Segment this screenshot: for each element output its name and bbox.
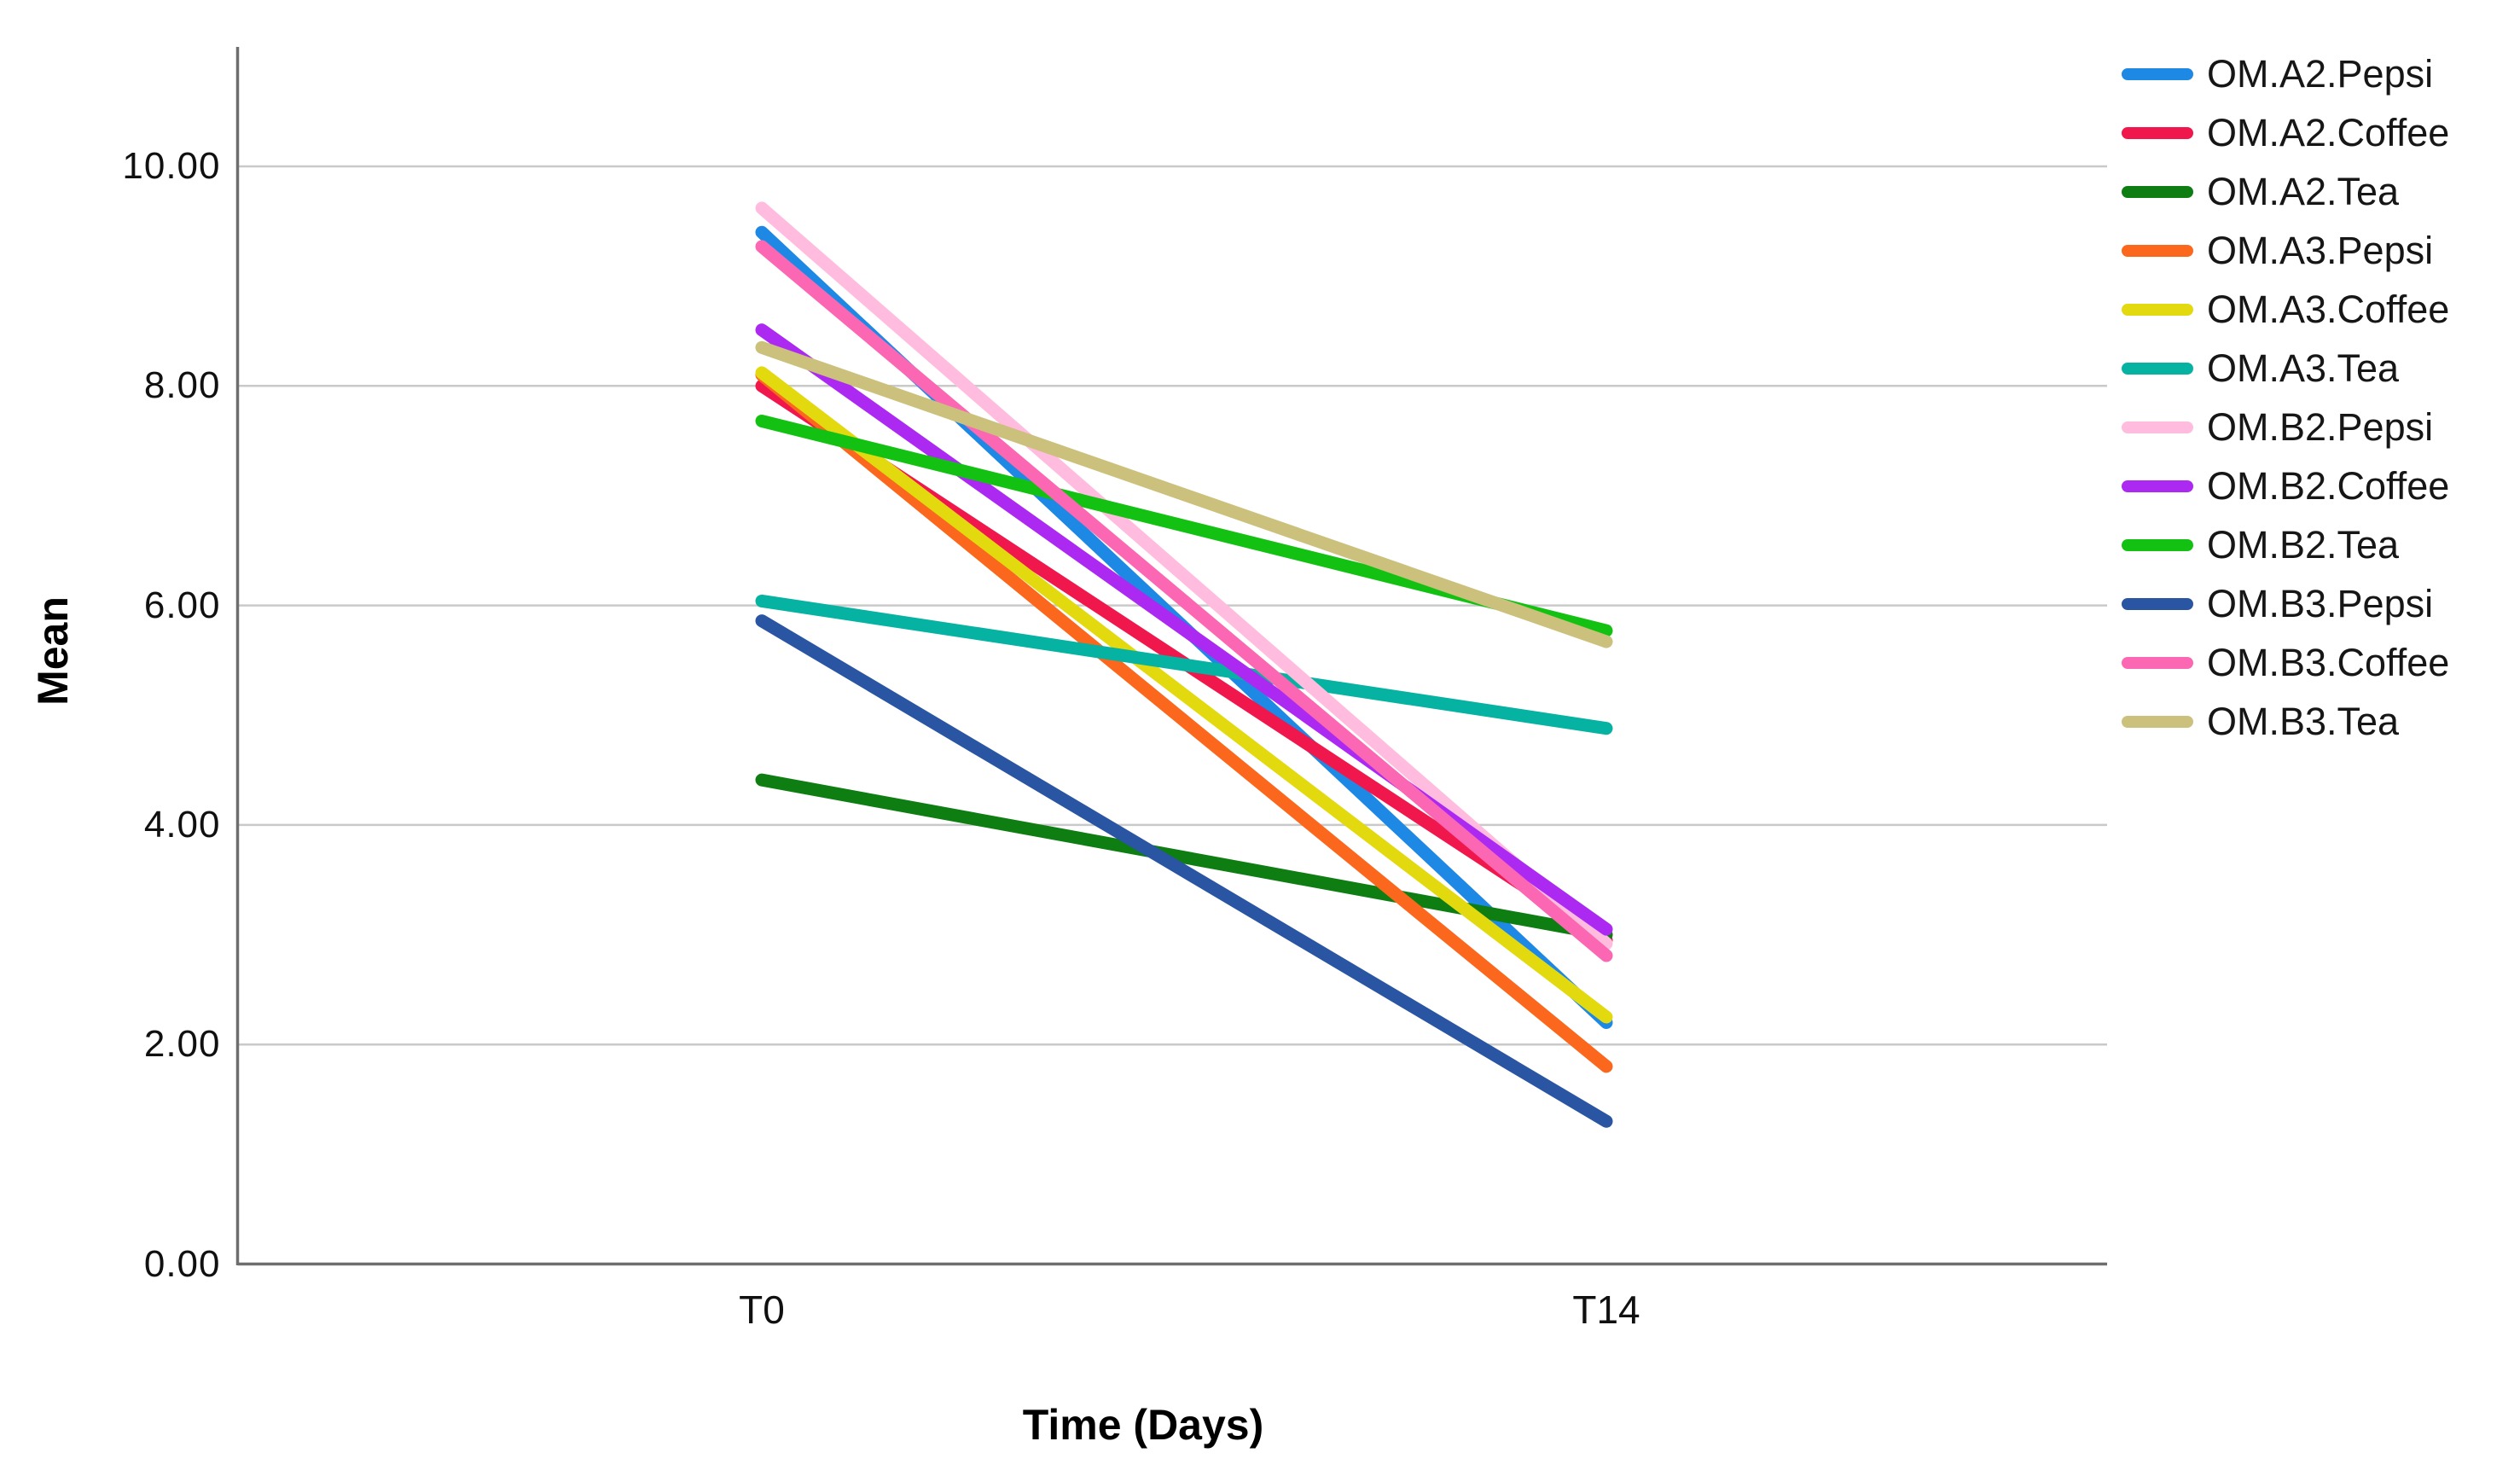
x-tick-label-T14: T14 (1572, 1287, 1640, 1332)
series-line-OM.A3.Tea (755, 594, 1613, 735)
legend-swatch-OM.B2.Coffee (2122, 479, 2193, 492)
series-line-OM.B2.Pepsi (755, 201, 1613, 950)
legend-label: OM.A3.Coffee (2207, 287, 2450, 331)
legend-swatch-OM.B3.Coffee (2122, 656, 2193, 669)
legend-label: OM.B3.Pepsi (2207, 581, 2434, 625)
legend-swatch-OM.A3.Tea (2122, 362, 2193, 375)
series-line-OM.A3.Coffee (755, 366, 1613, 1024)
legend-item-OM.B2.Pepsi: OM.B2.Pepsi (2122, 398, 2449, 456)
legend-item-OM.B2.Tea: OM.B2.Tea (2122, 515, 2449, 574)
legend-label: OM.B3.Coffee (2207, 640, 2450, 684)
y-tick-label-6.00: 6.00 (143, 584, 221, 626)
legend-swatch-OM.A2.Tea (2122, 185, 2193, 198)
series-line-OM.B2.Coffee (755, 323, 1613, 936)
y-tick-label-10.00: 10.00 (122, 145, 221, 187)
y-tick-label-2.00: 2.00 (143, 1023, 221, 1066)
legend-label: OM.A3.Tea (2207, 346, 2400, 390)
legend-label: OM.A2.Pepsi (2207, 51, 2434, 96)
series-line-OM.B3.Coffee (755, 240, 1613, 962)
legend-swatch-OM.A3.Pepsi (2122, 244, 2193, 257)
y-axis-title: Mean (29, 596, 77, 706)
legend-swatch-OM.B3.Tea (2122, 715, 2193, 728)
legend-item-OM.A3.Tea: OM.A3.Tea (2122, 339, 2449, 398)
legend-item-OM.B3.Tea: OM.B3.Tea (2122, 692, 2449, 751)
y-tick-label-0.00: 0.00 (143, 1242, 221, 1285)
legend-label: OM.A3.Pepsi (2207, 228, 2434, 272)
legend-label: OM.B2.Pepsi (2207, 404, 2434, 449)
series-line-OM.A3.Pepsi (755, 368, 1613, 1073)
legend-label: OM.A2.Coffee (2207, 110, 2450, 154)
legend-label: OM.B2.Tea (2207, 522, 2400, 567)
legend-swatch-OM.A2.Coffee (2122, 126, 2193, 139)
legend-item-OM.A3.Coffee: OM.A3.Coffee (2122, 280, 2449, 339)
legend-swatch-OM.B3.Pepsi (2122, 597, 2193, 610)
legend-item-OM.A3.Pepsi: OM.A3.Pepsi (2122, 221, 2449, 280)
legend-swatch-OM.B2.Pepsi (2122, 421, 2193, 433)
legend: OM.A2.Pepsi OM.A2.Coffee OM.A2.Tea OM.A3.Pe… (2122, 44, 2449, 751)
legend-label: OM.B2.Coffee (2207, 463, 2450, 508)
legend-swatch-OM.A2.Pepsi (2122, 67, 2193, 80)
legend-label: OM.A2.Tea (2207, 169, 2400, 213)
series-line-OM.B3.Pepsi (755, 614, 1613, 1128)
legend-item-OM.B3.Coffee: OM.B3.Coffee (2122, 633, 2449, 692)
legend-item-OM.A2.Tea: OM.A2.Tea (2122, 162, 2449, 221)
series-line-OM.B3.Tea (755, 340, 1613, 648)
legend-swatch-OM.A3.Coffee (2122, 303, 2193, 316)
y-tick-label-8.00: 8.00 (143, 364, 221, 407)
x-tick-label-T0: T0 (739, 1287, 785, 1332)
legend-swatch-OM.B2.Tea (2122, 538, 2193, 551)
legend-item-OM.B3.Pepsi: OM.B3.Pepsi (2122, 574, 2449, 633)
legend-label: OM.B3.Tea (2207, 699, 2400, 743)
x-axis-title: Time (Days) (1022, 1401, 1264, 1449)
legend-item-OM.A2.Pepsi: OM.A2.Pepsi (2122, 44, 2449, 103)
legend-item-OM.B2.Coffee: OM.B2.Coffee (2122, 456, 2449, 515)
y-tick-label-4.00: 4.00 (143, 803, 221, 846)
legend-item-OM.A2.Coffee: OM.A2.Coffee (2122, 103, 2449, 162)
